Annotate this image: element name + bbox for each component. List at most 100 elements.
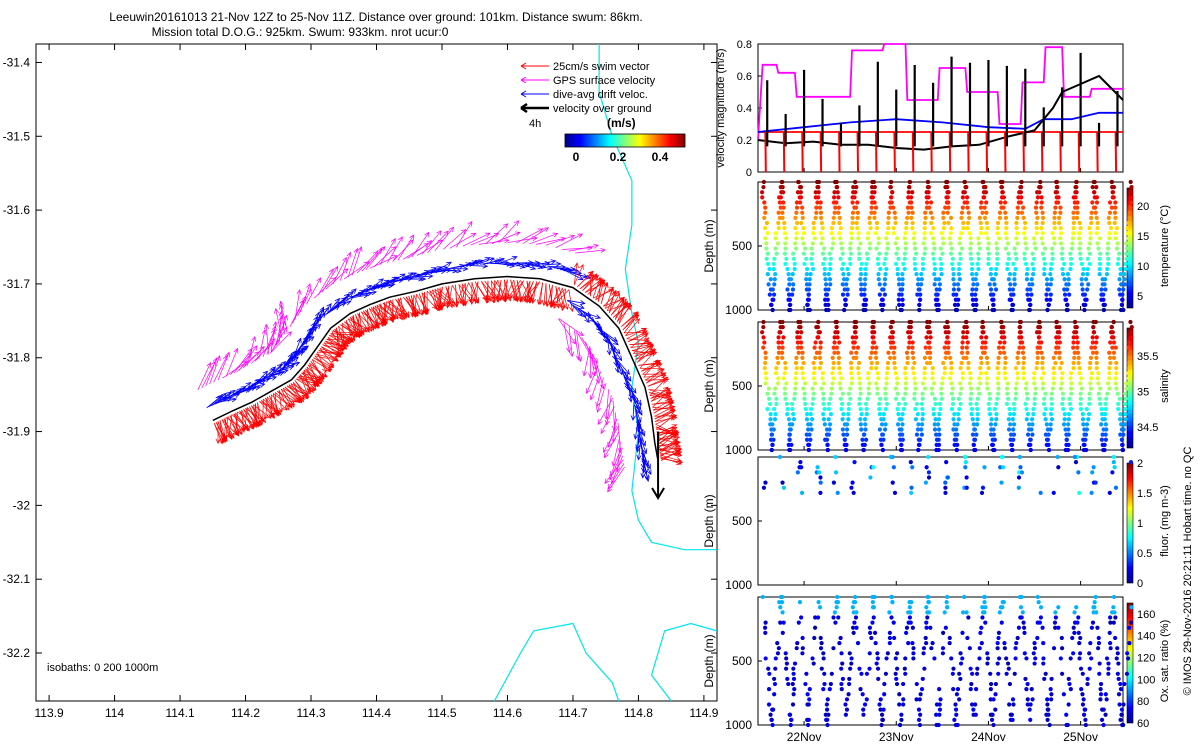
section-dot (839, 687, 844, 692)
section-dot (1123, 266, 1128, 272)
section-dot (794, 355, 799, 360)
swim-vector (341, 323, 345, 346)
section-dot (824, 702, 829, 707)
section-dot (818, 360, 824, 366)
section-dot (1048, 282, 1053, 287)
section-dot (1013, 386, 1018, 391)
section-dot (821, 391, 826, 396)
section-dot (1094, 350, 1099, 355)
section-dot (1056, 195, 1061, 200)
section-dot (1112, 220, 1117, 226)
section-dot (1103, 712, 1108, 717)
section-dot (979, 360, 984, 366)
section-dot (1002, 371, 1008, 376)
section-dot (900, 432, 905, 437)
section-dot (770, 287, 775, 292)
swim-vector (654, 410, 675, 422)
drift-vector (396, 272, 414, 282)
section-dot (827, 277, 833, 282)
section-dot (1074, 330, 1079, 335)
section-dot (803, 406, 808, 412)
section-dot (985, 246, 990, 251)
section-dot (949, 406, 955, 412)
section-dot (877, 702, 882, 707)
section-dot (885, 365, 890, 371)
swim-vector (447, 285, 453, 307)
section-dot (895, 391, 900, 396)
section-dot (790, 702, 796, 707)
section-dot (929, 231, 934, 236)
section-dot (1073, 460, 1079, 465)
section-dot (1052, 620, 1058, 625)
section-dot (856, 231, 861, 236)
swim-vector-head (663, 386, 669, 392)
section-dot (1127, 340, 1132, 345)
section-dot (1014, 225, 1019, 231)
section-dot (1076, 615, 1081, 620)
section-dot (919, 432, 924, 437)
section-dot (930, 365, 935, 371)
section-dot (1051, 376, 1056, 381)
drift-vector-head (626, 375, 632, 382)
section-dot (838, 225, 843, 231)
section-dot (886, 215, 891, 220)
series-gps (757, 43, 1123, 141)
drift-vector-head (270, 366, 277, 372)
section-dot (921, 241, 926, 246)
section-dot (949, 365, 954, 371)
swim-vector-head (459, 298, 465, 304)
section-dot (969, 391, 974, 396)
swim-vector (660, 449, 681, 461)
section-dot (783, 666, 789, 671)
section-dot (919, 282, 924, 287)
section-dot (951, 687, 956, 692)
section-dot (1103, 432, 1108, 437)
gps-vector (573, 330, 580, 360)
section-dot (900, 302, 905, 307)
section-dot (790, 406, 795, 412)
section-dot (761, 345, 766, 350)
section-dot (920, 396, 925, 401)
velocity-y-tick-label: 0.2 (737, 135, 752, 147)
section-dot (867, 241, 873, 246)
section-dot (883, 671, 889, 676)
section-dot (775, 355, 780, 360)
section-dot (957, 236, 963, 241)
swim-vector-head (491, 297, 497, 304)
section-dot (1052, 225, 1057, 231)
section-dot (1033, 656, 1038, 661)
section-dot (1029, 427, 1034, 432)
section-dot (800, 350, 805, 355)
section-dot (919, 422, 925, 427)
section-dot (774, 396, 779, 401)
section-dot (1021, 371, 1026, 376)
section-dot (1092, 600, 1097, 605)
section-dot (965, 220, 971, 226)
section-dot (846, 417, 851, 422)
swim-vector (490, 280, 504, 300)
gps-vector-head (604, 419, 610, 426)
swim-vector-head (642, 333, 649, 339)
section-dot (812, 365, 817, 371)
gps-vector (604, 431, 620, 458)
section-dot (798, 185, 804, 190)
section-dot (1002, 200, 1008, 205)
gps-vector (562, 247, 593, 250)
section-dot (939, 391, 944, 396)
section-dot (917, 722, 923, 728)
section-dot (805, 722, 811, 728)
section-ylabel: Depth (m) (702, 634, 716, 687)
section-dot (826, 432, 831, 437)
section-dot (1048, 412, 1054, 417)
swim-vector (460, 282, 469, 304)
section-dot (780, 630, 785, 635)
drift-vector (524, 263, 543, 269)
section-dot (918, 692, 923, 697)
swim-vector (309, 363, 319, 384)
section-dot (1097, 272, 1102, 277)
swim-vector-head (239, 424, 246, 430)
section-dot (946, 345, 951, 350)
section-dot (984, 381, 989, 386)
section-dot (940, 376, 945, 381)
section-dot (1111, 195, 1116, 200)
